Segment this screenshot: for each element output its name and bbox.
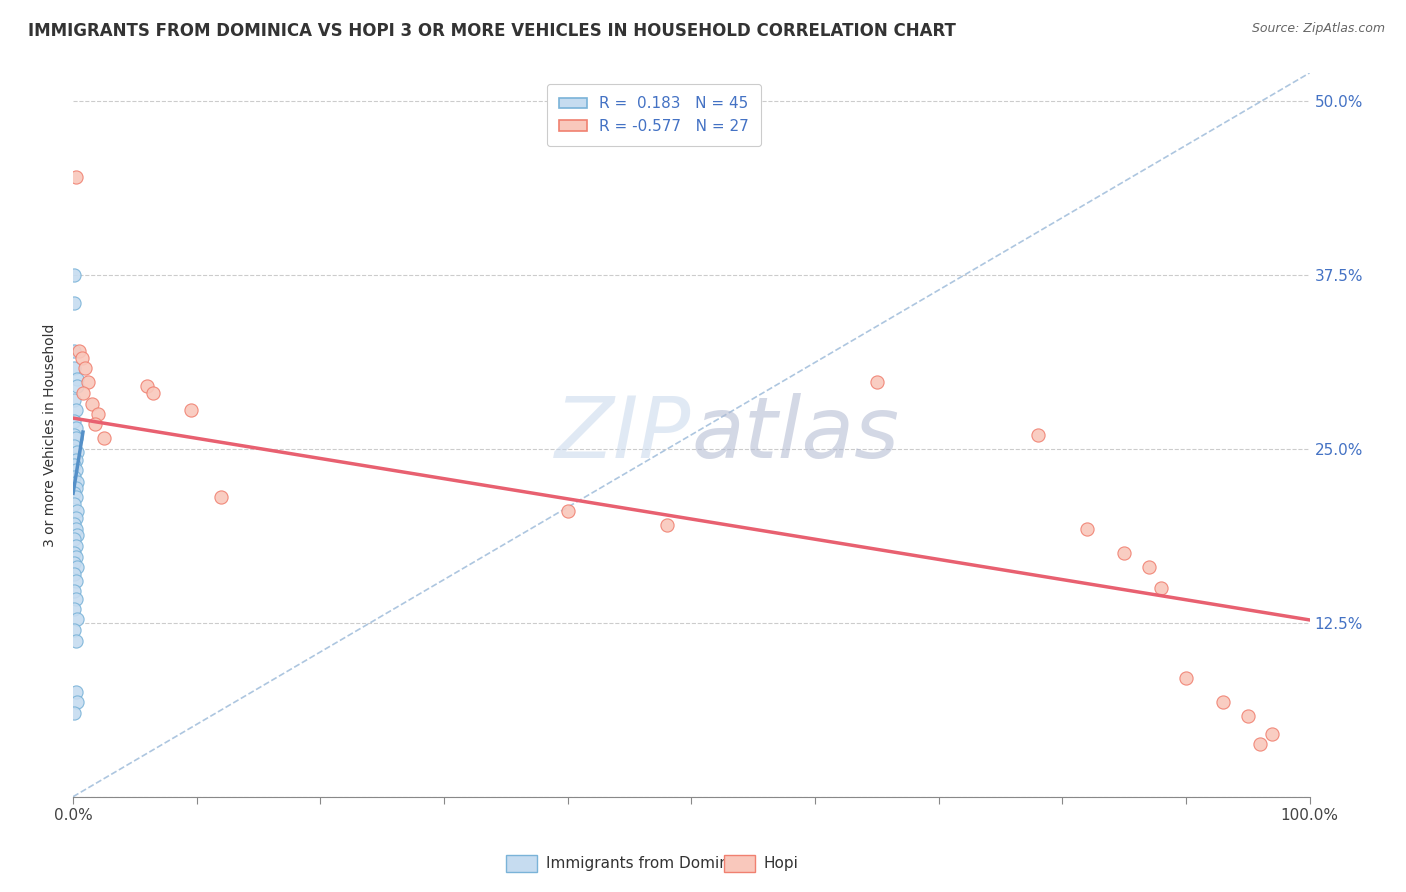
Point	[66, 372, 89, 386]
Point	[1150, 581, 1173, 595]
Point	[63, 486, 86, 500]
Point	[63, 497, 86, 511]
Point	[63, 414, 86, 428]
Point	[66, 475, 89, 490]
Point	[63, 623, 86, 637]
Point	[1137, 560, 1160, 574]
Text: Source: ZipAtlas.com: Source: ZipAtlas.com	[1251, 22, 1385, 36]
Point	[63, 268, 86, 282]
Point	[65, 453, 87, 467]
Point	[66, 695, 89, 709]
Point	[63, 344, 86, 359]
Point	[136, 379, 159, 393]
Point	[65, 431, 87, 445]
Point	[65, 523, 87, 537]
Point	[1212, 695, 1234, 709]
Point	[1026, 427, 1049, 442]
Point	[67, 344, 90, 359]
Point	[65, 511, 87, 525]
Point	[65, 402, 87, 417]
Point	[63, 469, 86, 483]
Text: Hopi: Hopi	[763, 856, 799, 871]
Legend: R =  0.183   N = 45, R = -0.577   N = 27: R = 0.183 N = 45, R = -0.577 N = 27	[547, 84, 761, 146]
Point	[63, 532, 86, 546]
Point	[65, 421, 87, 435]
Point	[63, 556, 86, 570]
Point	[66, 528, 89, 542]
Point	[1174, 672, 1197, 686]
Text: atlas: atlas	[692, 393, 900, 476]
Point	[1112, 546, 1135, 560]
Point	[84, 417, 107, 431]
Point	[142, 386, 165, 401]
Point	[70, 351, 93, 366]
Point	[63, 427, 86, 442]
Point	[65, 574, 87, 588]
Point	[65, 685, 87, 699]
Point	[66, 379, 89, 393]
Point	[1236, 709, 1258, 723]
Point	[63, 566, 86, 581]
Point	[65, 550, 87, 565]
Point	[80, 397, 103, 411]
Point	[63, 602, 86, 616]
Point	[1076, 523, 1098, 537]
Point	[1249, 737, 1271, 751]
Point	[65, 170, 87, 185]
Point	[63, 392, 86, 407]
Text: Immigrants from Dominica: Immigrants from Dominica	[546, 856, 751, 871]
Point	[66, 444, 89, 458]
Point	[87, 407, 110, 421]
Point	[65, 481, 87, 495]
Point	[63, 439, 86, 453]
Text: IMMIGRANTS FROM DOMINICA VS HOPI 3 OR MORE VEHICLES IN HOUSEHOLD CORRELATION CHA: IMMIGRANTS FROM DOMINICA VS HOPI 3 OR MO…	[28, 22, 956, 40]
Point	[1261, 727, 1284, 741]
Y-axis label: 3 or more Vehicles in Household: 3 or more Vehicles in Household	[44, 323, 58, 547]
Point	[65, 462, 87, 476]
Text: ZIP: ZIP	[555, 393, 692, 476]
Point	[655, 518, 678, 533]
Point	[72, 386, 94, 401]
Point	[63, 361, 86, 376]
Point	[63, 546, 86, 560]
Point	[63, 295, 86, 310]
Point	[77, 375, 100, 389]
Point	[65, 592, 87, 607]
Point	[866, 375, 889, 389]
Point	[63, 458, 86, 473]
Point	[66, 504, 89, 518]
Point	[75, 361, 97, 376]
Point	[63, 516, 86, 531]
Point	[557, 504, 579, 518]
Point	[65, 633, 87, 648]
Point	[180, 402, 202, 417]
Point	[211, 491, 233, 505]
Point	[66, 560, 89, 574]
Point	[93, 431, 115, 445]
Point	[65, 539, 87, 553]
Point	[63, 583, 86, 598]
Point	[63, 706, 86, 721]
Point	[66, 611, 89, 625]
Point	[65, 491, 87, 505]
